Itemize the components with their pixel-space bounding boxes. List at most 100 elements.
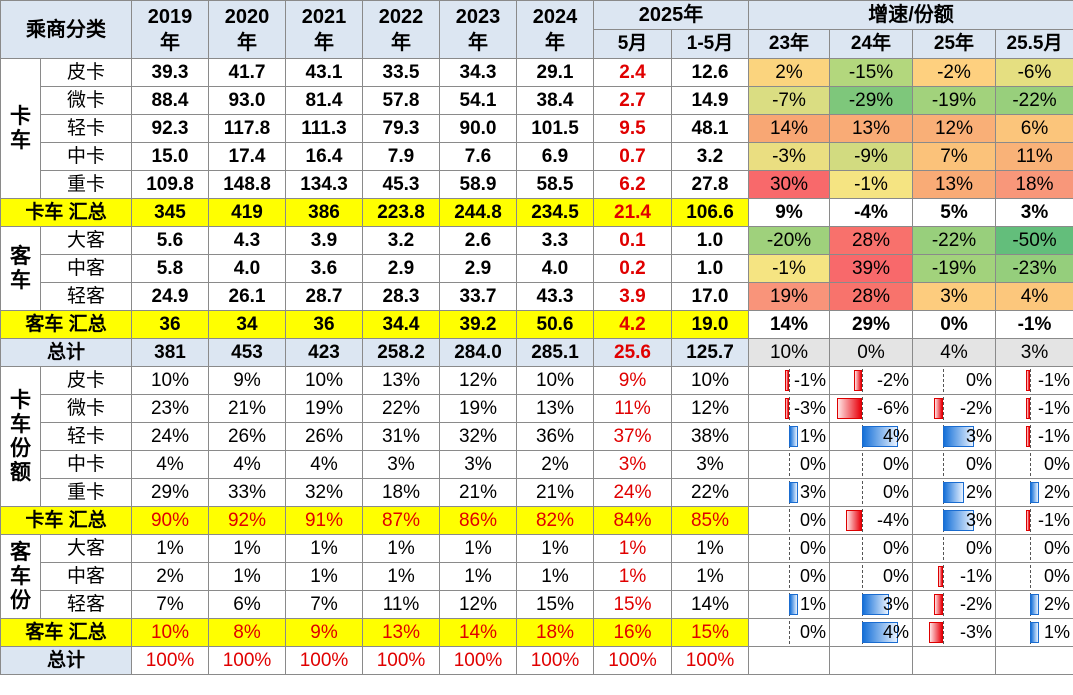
may-value-cell: 0.1 [593,226,672,255]
share-cell: 1% [285,562,363,591]
value-cell: 54.1 [439,86,517,115]
jan-may-share-cell: 1% [671,534,749,563]
growth-cell: 12% [912,114,996,143]
share-change-label: -2% [876,370,909,390]
growth-cell: 18% [995,170,1073,199]
summary-jan-may: 106.6 [671,198,749,227]
share-cell: 1% [516,534,594,563]
value-cell: 93.0 [208,86,286,115]
total-value: 381 [131,338,209,367]
share-change-label: -1% [1037,398,1070,418]
share-cell: 13% [516,394,594,423]
volume-row: 轻客 24.9 26.1 28.7 28.3 33.7 43.3 3.9 17.0 19% 28% 3… [1,282,1073,311]
share-cell: 12% [439,590,517,619]
jan-may-value-cell: 48.1 [671,114,749,143]
summary-value: 39.2 [439,310,517,339]
summary-share: 92% [208,506,286,535]
share-cell: 15% [516,590,594,619]
growth-cell: 14% [748,114,830,143]
share-change-label: 0% [799,510,826,530]
zero-axis [943,621,944,644]
share-cell: 13% [362,366,440,395]
share-row: 轻客 7% 6% 7% 11% 12% 15% 15% 14% 1% 3% -2% 2% [1,590,1073,619]
share-change-label: 0% [799,538,826,558]
share-cell: 10% [131,366,209,395]
may-share-cell: 15% [593,590,672,619]
share-cell: 3% [362,450,440,479]
share-change-label: 0% [1043,566,1070,586]
share-change-label: 0% [882,482,909,502]
share-change-label: -1% [1037,370,1070,390]
share-change-cell: 0% [829,562,913,591]
growth-cell: -9% [829,142,913,171]
positive-change-bar [1030,622,1039,643]
zero-axis [943,369,944,392]
share-total-value: 100% [208,646,286,675]
growth-cell: 19% [748,282,830,311]
jan-may-value-cell: 17.0 [671,282,749,311]
share-cell: 7% [285,590,363,619]
share-cell: 31% [362,422,440,451]
summary-share: 8% [208,618,286,647]
share-change-cell: 0% [912,534,996,563]
may-value-cell: 2.4 [593,58,672,87]
row-label: 轻卡 [40,114,132,143]
summary-jan-may-share: 85% [671,506,749,535]
summary-may: 21.4 [593,198,672,227]
may-share-cell: 24% [593,478,672,507]
value-cell: 2.6 [439,226,517,255]
row-label: 大客 [40,534,132,563]
value-cell: 43.1 [285,58,363,87]
share-cell: 6% [208,590,286,619]
zero-axis [1030,369,1031,392]
negative-change-bar [928,622,943,643]
zero-axis [789,621,790,644]
negative-change-bar [933,594,943,615]
zero-axis [943,397,944,420]
value-cell: 57.8 [362,86,440,115]
empty-cell [995,646,1073,675]
share-change-cell: -1% [995,422,1073,451]
value-cell: 4.0 [208,254,286,283]
summary-share: 18% [516,618,594,647]
total-growth: 0% [829,338,913,367]
zero-axis [789,537,790,560]
share-change-cell: 2% [995,590,1073,619]
volume-row: 中卡 15.0 17.4 16.4 7.9 7.6 6.9 0.7 3.2 -3% -9% 7% 11% [1,142,1073,171]
value-cell: 43.3 [516,282,594,311]
zero-axis [862,369,863,392]
volume-row: 轻卡 92.3 117.8 111.3 79.3 90.0 101.5 9.5 48.1 14% 1… [1,114,1073,143]
negative-change-bar [837,398,862,419]
share-change-cell: 2% [995,478,1073,507]
growth-cell: 4% [995,282,1073,311]
year-header: 2021 年 [285,0,363,59]
share-change-label: 2% [1043,482,1070,502]
year-2025-header: 2025年 [593,0,749,30]
growth-cell: 11% [995,142,1073,171]
share-row: 卡 车 份 额皮卡 10% 9% 10% 13% 12% 10% 9% 10% -1% -2% 0% -… [0,366,1073,507]
share-change-cell: 0% [912,450,996,479]
share-change-cell: 3% [829,590,913,619]
value-cell: 109.8 [131,170,209,199]
share-change-label: -2% [959,398,992,418]
zero-axis [943,537,944,560]
growth-cell: 3% [912,282,996,311]
share-row: 客 车 份大客 1% 1% 1% 1% 1% 1% 1% 1% 0% 0% 0% 0% [0,534,1073,619]
row-label: 皮卡 [40,58,132,87]
negative-change-bar [933,398,943,419]
zero-axis [789,565,790,588]
truck-summary-row: 卡车 汇总 345 419 386 223.8 244.8 234.5 21.4 106.6 9%… [0,198,1073,227]
zero-axis [1030,425,1031,448]
zero-axis [1030,565,1031,588]
volume-row: 中客 5.8 4.0 3.6 2.9 2.9 4.0 0.2 1.0 -1% 39% -19% -23% [1,254,1073,283]
share-cell: 1% [285,534,363,563]
zero-axis [862,481,863,504]
share-cell: 26% [208,422,286,451]
may-share-cell: 1% [593,562,672,591]
may-share-cell: 9% [593,366,672,395]
summary-value: 50.6 [516,310,594,339]
share-change-label: 0% [882,566,909,586]
zero-axis [862,397,863,420]
value-cell: 101.5 [516,114,594,143]
share-change-cell: 1% [995,618,1073,647]
